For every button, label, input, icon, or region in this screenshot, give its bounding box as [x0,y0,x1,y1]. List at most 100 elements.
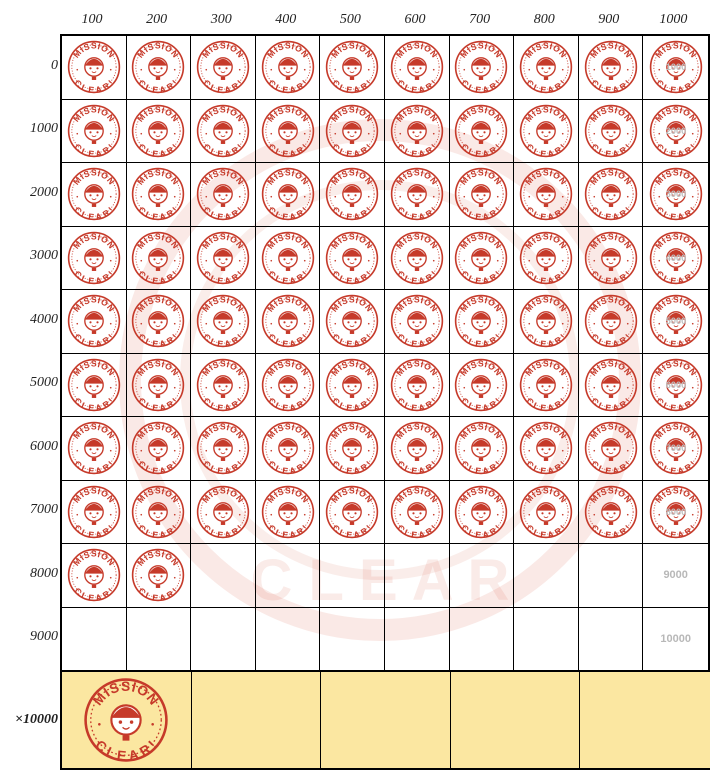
stamp-cell[interactable]: MISSION CLEAR! 1000 [643,36,708,100]
stamp-cell[interactable]: MISSION CLEAR! [449,290,515,354]
stamp-cell[interactable] [62,607,127,671]
stamp-cell[interactable]: MISSION CLEAR! [320,417,385,481]
stamp-cell[interactable] [449,607,515,671]
stamp-cell[interactable]: MISSION CLEAR! [62,544,127,608]
stamp-cell[interactable]: MISSION CLEAR! [514,353,579,417]
stamp-cell[interactable]: MISSION CLEAR! [191,480,256,544]
stamp-cell[interactable]: MISSION CLEAR! [126,417,192,481]
stamp-cell[interactable]: 10000 [643,608,708,671]
stamp-cell[interactable] [126,607,192,671]
stamp-cell[interactable]: MISSION CLEAR! [385,36,450,100]
stamp-cell[interactable]: MISSION CLEAR! [191,226,256,290]
stamp-cell[interactable]: MISSION CLEAR! [62,226,127,290]
stamp-cell[interactable]: MISSION CLEAR! [385,99,450,163]
stamp-cell[interactable]: MISSION CLEAR! [320,290,385,354]
stamp-cell[interactable]: MISSION CLEAR! 4000 [643,227,708,290]
stamp-cell[interactable] [320,544,385,608]
stamp-cell[interactable]: 9000 [643,544,708,608]
stamp-cell[interactable]: MISSION CLEAR! [62,99,127,163]
stamp-cell[interactable]: MISSION CLEAR! [62,417,127,481]
stamp-cell[interactable]: MISSION CLEAR! [255,163,321,227]
stamp-cell[interactable]: MISSION CLEAR! [320,36,385,100]
stamp-cell[interactable]: MISSION CLEAR! 5000 [643,290,708,354]
stamp-cell[interactable]: MISSION CLEAR! 2000 [643,100,708,163]
stamp-cell[interactable]: MISSION CLEAR! [514,290,579,354]
stamp-cell[interactable]: MISSION CLEAR! [578,417,644,481]
bonus-stamp-cell[interactable] [450,671,581,768]
stamp-cell[interactable]: MISSION CLEAR! [385,353,450,417]
stamp-cell[interactable]: MISSION CLEAR! [514,99,579,163]
stamp-cell[interactable]: MISSION CLEAR! [385,163,450,227]
stamp-cell[interactable]: MISSION CLEAR! [320,353,385,417]
stamp-cell[interactable]: MISSION CLEAR! [320,480,385,544]
stamp-cell[interactable]: MISSION CLEAR! [255,417,321,481]
stamp-cell[interactable] [514,607,579,671]
stamp-cell[interactable]: MISSION CLEAR! [449,417,515,481]
stamp-cell[interactable]: MISSION CLEAR! [191,417,256,481]
stamp-cell[interactable]: MISSION CLEAR! [514,36,579,100]
stamp-cell[interactable]: MISSION CLEAR! [62,353,127,417]
stamp-cell[interactable]: MISSION CLEAR! [320,226,385,290]
stamp-cell[interactable]: MISSION CLEAR! [449,36,515,100]
stamp-cell[interactable]: MISSION CLEAR! 7000 [643,417,708,481]
stamp-cell[interactable]: MISSION CLEAR! [126,544,192,608]
stamp-cell[interactable]: MISSION CLEAR! [126,36,192,100]
stamp-cell[interactable] [449,544,515,608]
stamp-cell[interactable]: MISSION CLEAR! [320,163,385,227]
stamp-cell[interactable] [578,607,644,671]
bonus-stamp-cell[interactable]: MISSION CLEAR! [62,671,192,768]
stamp-cell[interactable]: MISSION CLEAR! [449,99,515,163]
stamp-cell[interactable]: MISSION CLEAR! 6000 [643,354,708,417]
stamp-cell[interactable]: MISSION CLEAR! [191,99,256,163]
bonus-stamp-cell[interactable] [191,671,322,768]
stamp-cell[interactable]: MISSION CLEAR! [385,480,450,544]
stamp-cell[interactable] [385,544,450,608]
stamp-cell[interactable]: MISSION CLEAR! [62,480,127,544]
bonus-stamp-cell[interactable] [321,671,451,768]
stamp-cell[interactable]: MISSION CLEAR! [126,163,192,227]
stamp-cell[interactable]: MISSION CLEAR! [385,290,450,354]
stamp-cell[interactable] [385,607,450,671]
stamp-cell[interactable]: MISSION CLEAR! [126,353,192,417]
stamp-cell[interactable] [191,607,256,671]
stamp-cell[interactable] [578,544,644,608]
stamp-cell[interactable]: MISSION CLEAR! [255,226,321,290]
stamp-cell[interactable]: MISSION CLEAR! [126,480,192,544]
stamp-cell[interactable]: MISSION CLEAR! [126,290,192,354]
bonus-stamp-cell[interactable] [580,671,710,768]
stamp-cell[interactable]: MISSION CLEAR! [191,353,256,417]
stamp-cell[interactable]: MISSION CLEAR! [255,480,321,544]
stamp-cell[interactable]: MISSION CLEAR! [578,163,644,227]
stamp-cell[interactable] [255,544,321,608]
stamp-cell[interactable]: MISSION CLEAR! [62,163,127,227]
stamp-cell[interactable] [320,607,385,671]
stamp-cell[interactable]: MISSION CLEAR! [514,163,579,227]
stamp-cell[interactable]: MISSION CLEAR! 8000 [643,481,708,544]
stamp-cell[interactable]: MISSION CLEAR! [449,480,515,544]
stamp-cell[interactable]: MISSION CLEAR! [514,480,579,544]
stamp-cell[interactable]: MISSION CLEAR! [191,36,256,100]
stamp-cell[interactable]: MISSION CLEAR! [385,226,450,290]
stamp-cell[interactable]: MISSION CLEAR! [578,36,644,100]
stamp-cell[interactable]: MISSION CLEAR! [191,163,256,227]
stamp-cell[interactable]: MISSION CLEAR! [62,36,127,100]
stamp-cell[interactable]: MISSION CLEAR! [578,480,644,544]
stamp-cell[interactable]: MISSION CLEAR! [514,226,579,290]
stamp-cell[interactable]: MISSION CLEAR! [449,353,515,417]
stamp-cell[interactable]: MISSION CLEAR! 3000 [643,163,708,227]
stamp-cell[interactable]: MISSION CLEAR! [449,163,515,227]
stamp-cell[interactable]: MISSION CLEAR! [514,417,579,481]
stamp-cell[interactable]: MISSION CLEAR! [255,99,321,163]
stamp-cell[interactable] [514,544,579,608]
stamp-cell[interactable] [191,544,256,608]
stamp-cell[interactable]: MISSION CLEAR! [126,226,192,290]
stamp-cell[interactable]: MISSION CLEAR! [578,99,644,163]
stamp-cell[interactable] [255,607,321,671]
stamp-cell[interactable]: MISSION CLEAR! [578,290,644,354]
stamp-cell[interactable]: MISSION CLEAR! [385,417,450,481]
stamp-cell[interactable]: MISSION CLEAR! [449,226,515,290]
stamp-cell[interactable]: MISSION CLEAR! [126,99,192,163]
stamp-cell[interactable]: MISSION CLEAR! [255,353,321,417]
stamp-cell[interactable]: MISSION CLEAR! [578,226,644,290]
stamp-cell[interactable]: MISSION CLEAR! [320,99,385,163]
